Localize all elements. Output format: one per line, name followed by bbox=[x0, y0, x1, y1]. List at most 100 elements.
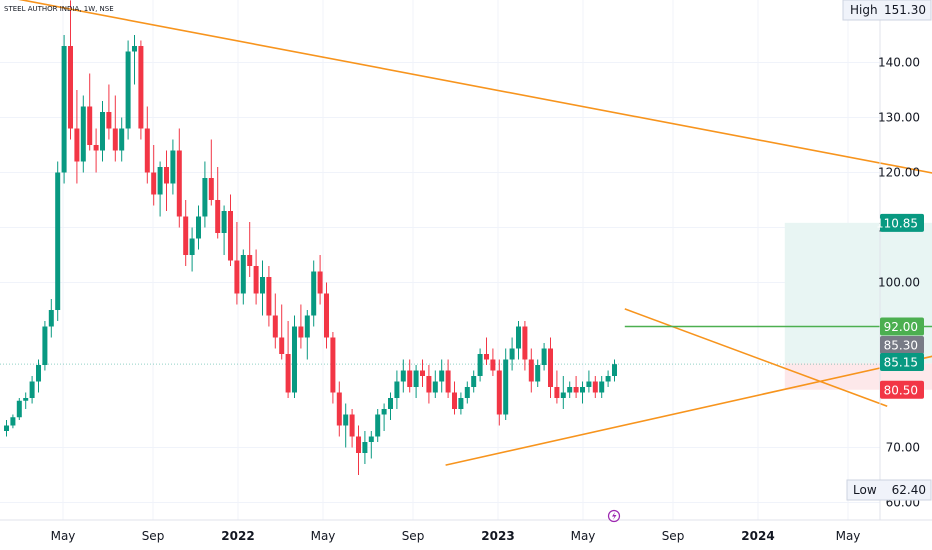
candle-body bbox=[464, 387, 470, 398]
candle-body bbox=[170, 150, 176, 184]
candle-body bbox=[599, 381, 605, 393]
candle-body bbox=[208, 178, 214, 200]
low-label: Low bbox=[853, 483, 877, 497]
trendline[interactable] bbox=[4, 0, 932, 197]
candle-body bbox=[439, 370, 445, 382]
x-tick-label: Sep bbox=[662, 529, 685, 543]
candle-body bbox=[138, 46, 144, 129]
candle-body bbox=[55, 172, 61, 310]
candle-body bbox=[183, 216, 189, 255]
candle-body bbox=[151, 172, 157, 195]
candle-body bbox=[100, 112, 105, 151]
price-label-text: 85.15 bbox=[884, 356, 918, 370]
candle-body bbox=[23, 398, 29, 401]
candle-body bbox=[324, 293, 329, 338]
candle-body bbox=[221, 211, 227, 233]
candle-body bbox=[48, 310, 54, 327]
candle-body bbox=[413, 370, 419, 387]
candle-body bbox=[279, 337, 285, 354]
candle-body bbox=[228, 211, 233, 261]
candle-body bbox=[356, 436, 361, 453]
candle-body bbox=[272, 315, 278, 338]
candle-body bbox=[176, 150, 182, 217]
event-icon[interactable] bbox=[607, 509, 621, 523]
candle-body bbox=[189, 238, 195, 255]
candle-body bbox=[4, 425, 9, 431]
price-labels: 110.85 92.00 85.30 85.15 80.50 bbox=[876, 213, 924, 399]
candle-body bbox=[375, 414, 381, 437]
candle-body bbox=[125, 51, 131, 129]
candle-body bbox=[496, 370, 502, 415]
candle-body bbox=[349, 414, 355, 437]
candle-body bbox=[112, 128, 118, 151]
candle-body bbox=[432, 381, 438, 393]
y-tick-label: 120.00 bbox=[878, 166, 920, 180]
candle-body bbox=[592, 381, 598, 393]
price-label-text: 85.30 bbox=[884, 339, 918, 353]
candle-body bbox=[343, 414, 349, 426]
candle-body bbox=[74, 128, 80, 162]
candle-body bbox=[541, 348, 547, 365]
x-tick-label: May bbox=[836, 529, 861, 543]
candle-body bbox=[253, 266, 259, 294]
x-tick-label: May bbox=[311, 529, 336, 543]
candle-body bbox=[215, 200, 221, 233]
candle-body bbox=[164, 167, 169, 184]
candle-body bbox=[10, 417, 16, 426]
high-value: 151.30 bbox=[884, 3, 926, 17]
candle-body bbox=[388, 398, 393, 409]
price-label-box bbox=[880, 380, 924, 399]
candle-body bbox=[119, 128, 125, 151]
candle-body bbox=[445, 370, 451, 393]
candle-body bbox=[528, 359, 534, 382]
candle-body bbox=[80, 106, 86, 162]
candle-body bbox=[554, 387, 560, 398]
candle-body bbox=[68, 46, 73, 129]
x-tick-label: Sep bbox=[142, 529, 165, 543]
y-tick-label: 100.00 bbox=[878, 276, 920, 290]
candle-body bbox=[612, 364, 617, 376]
candle-body bbox=[42, 326, 48, 365]
candle-body bbox=[580, 387, 585, 393]
candle-body bbox=[381, 409, 387, 415]
candle-body bbox=[292, 326, 297, 393]
candle-body bbox=[106, 112, 112, 129]
candle-body bbox=[36, 365, 41, 382]
candle-body bbox=[560, 392, 566, 398]
candle-body bbox=[330, 337, 336, 393]
y-tick-label: 130.00 bbox=[878, 111, 920, 125]
candle-body bbox=[260, 277, 265, 294]
low-badge: Low 62.40 bbox=[846, 479, 932, 501]
candle-body bbox=[247, 255, 253, 266]
x-tick-label: May bbox=[51, 529, 76, 543]
candle-body bbox=[298, 326, 304, 338]
candle-body bbox=[522, 326, 528, 360]
candle-body bbox=[61, 46, 67, 173]
candle-body bbox=[16, 400, 22, 418]
candle-body bbox=[509, 348, 515, 360]
candle-body bbox=[368, 436, 374, 442]
candle-body bbox=[304, 315, 310, 338]
candle-body bbox=[157, 167, 163, 195]
time-axis[interactable]: May Sep 2022 May Sep 2023 May Sep 2024 May bbox=[51, 529, 861, 543]
candle-body bbox=[605, 376, 611, 382]
trendline[interactable] bbox=[624, 308, 888, 408]
symbol-title: STEEL AUTHOR INDIA, 1W, NSE bbox=[4, 5, 114, 13]
price-label-box bbox=[880, 336, 924, 354]
candle-body bbox=[234, 260, 240, 294]
candle-body bbox=[471, 376, 477, 387]
candle-body bbox=[452, 392, 457, 409]
y-tick-label: 140.00 bbox=[878, 56, 920, 70]
candle-body bbox=[400, 370, 406, 382]
candle-body bbox=[93, 145, 99, 151]
candle-body bbox=[548, 348, 553, 387]
x-tick-label: 2023 bbox=[481, 529, 514, 543]
candle-body bbox=[202, 178, 208, 217]
x-tick-label: 2024 bbox=[741, 529, 774, 543]
x-tick-label: May bbox=[571, 529, 596, 543]
high-badge: High 151.30 bbox=[842, 0, 932, 21]
candle-body bbox=[29, 381, 35, 398]
candle-body bbox=[426, 376, 432, 393]
